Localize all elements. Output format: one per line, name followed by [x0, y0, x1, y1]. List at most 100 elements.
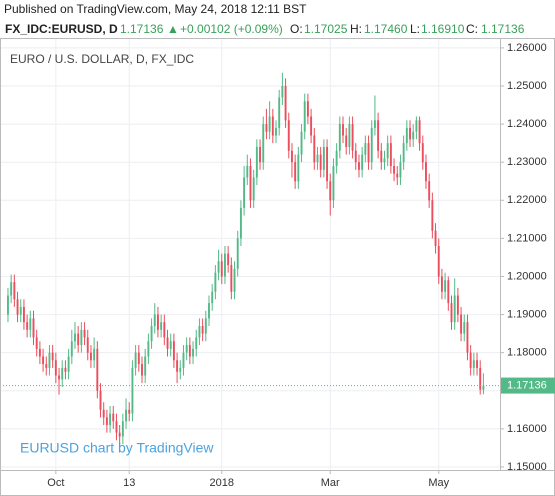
candle-body [112, 413, 115, 422]
candle-body [332, 166, 335, 201]
candle-body [447, 280, 450, 304]
candle-body [86, 337, 89, 353]
candle-body [425, 162, 427, 182]
candle-body [160, 322, 163, 330]
candle-body [118, 432, 121, 437]
change-arrow: ▲ [167, 22, 179, 36]
candle-body [169, 341, 172, 349]
ohlc-value: 1.16910 [421, 22, 465, 36]
candle-body [137, 352, 140, 365]
candle-body [48, 352, 51, 368]
candle-body [310, 116, 313, 136]
candle-body [278, 97, 281, 128]
candle-body [230, 265, 233, 292]
candle-body [322, 146, 325, 170]
candle-body [102, 409, 105, 418]
candle-body [217, 261, 220, 273]
candle-body [300, 131, 303, 155]
candle-body [396, 173, 399, 178]
last-price-label: 1.17136 [507, 379, 547, 391]
candle-body [80, 329, 83, 346]
candle-body [463, 322, 466, 334]
candle-body [42, 356, 45, 365]
candle-body [466, 322, 469, 353]
candle-body [329, 181, 332, 201]
candle-body [233, 268, 236, 292]
x-tick-label: May [428, 477, 449, 489]
candle-body [29, 318, 32, 330]
candle-body [198, 326, 201, 338]
candle-body [156, 314, 159, 330]
candle-body [249, 166, 252, 201]
candle-body [437, 246, 440, 277]
candle-body [338, 124, 341, 151]
candle-body [131, 367, 134, 414]
candle-body [188, 345, 191, 357]
candle-body [418, 120, 421, 144]
candle-body [182, 352, 185, 368]
candle-body [22, 306, 25, 323]
candle-body [54, 360, 57, 376]
candle-body [268, 116, 271, 132]
candle-body [342, 124, 344, 136]
candle-body [326, 146, 329, 182]
ohlc-label: C: [466, 22, 478, 36]
candle-body [275, 127, 277, 136]
candle-body [351, 124, 354, 151]
candle-body [19, 306, 22, 315]
candle-body [428, 181, 431, 201]
candle-body [61, 367, 64, 380]
candle-body [150, 326, 153, 342]
candle-body [16, 299, 19, 315]
candle-body [67, 356, 70, 372]
candle-body [208, 303, 210, 319]
candle-body [89, 352, 92, 361]
candle-body [239, 207, 242, 239]
chart-title: EURO / U.S. DOLLAR, D, FX_IDC [10, 52, 194, 66]
candle-body [316, 154, 319, 163]
candle-body [476, 360, 478, 368]
candle-body [294, 162, 297, 182]
candle-body [223, 253, 226, 277]
y-tick-label: 1.26000 [507, 42, 547, 54]
candle-body [255, 146, 258, 178]
ohlc-value: 1.17460 [364, 22, 408, 36]
candle-body [431, 200, 434, 231]
candle-body [348, 124, 351, 147]
candle-body [262, 124, 265, 163]
ohlc-value: 1.17136 [481, 22, 525, 36]
watermark: EURUSD chart by TradingView [20, 440, 214, 456]
chart-frame [0, 38, 555, 496]
y-tick-label: 1.22000 [507, 194, 547, 206]
change: +0.00102 (+0.09%) [180, 22, 283, 36]
candle-body [373, 120, 376, 128]
candle-body [358, 162, 360, 170]
candle-body [77, 333, 80, 346]
candle-body [128, 409, 131, 414]
candle-body [303, 101, 306, 132]
candle-body [444, 280, 447, 292]
candle-body [412, 131, 415, 140]
candle-body [204, 318, 207, 334]
candle-body [185, 345, 188, 353]
candle-body [144, 356, 147, 376]
candle-body [211, 291, 214, 304]
candle-body [243, 177, 246, 208]
candle-body [38, 348, 41, 357]
plot-area [0, 38, 500, 470]
candle-body [163, 322, 166, 338]
candle-body [172, 341, 175, 361]
candle-body [456, 295, 459, 315]
candle-body [265, 124, 268, 132]
candle-body [153, 314, 156, 326]
candle-body [434, 230, 437, 246]
y-tick-label: 1.15000 [507, 461, 547, 473]
x-tick-label: Oct [47, 477, 64, 489]
candle-body [393, 166, 396, 174]
candle-body [51, 352, 54, 361]
candle-body [166, 337, 169, 349]
ohlc-value: 1.17025 [304, 22, 348, 36]
candle-body [377, 120, 380, 151]
candle-body [105, 417, 108, 426]
